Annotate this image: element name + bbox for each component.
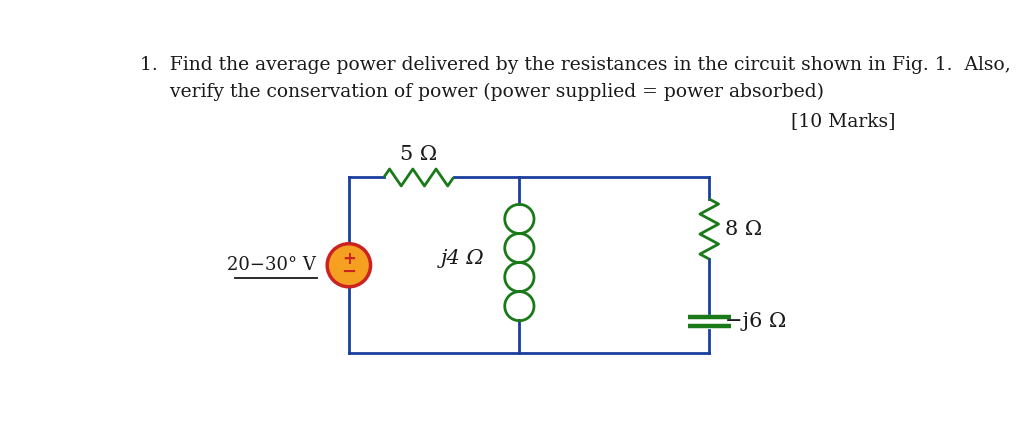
Text: 8 Ω: 8 Ω xyxy=(725,220,762,239)
Text: verify the conservation of power (power supplied = power absorbed): verify the conservation of power (power … xyxy=(139,83,823,101)
Text: −: − xyxy=(341,263,356,281)
Text: j4 Ω: j4 Ω xyxy=(441,249,484,268)
Text: −j6 Ω: −j6 Ω xyxy=(725,312,786,331)
Text: +: + xyxy=(342,250,355,268)
Text: 1.  Find the average power delivered by the resistances in the circuit shown in : 1. Find the average power delivered by t… xyxy=(139,56,1011,74)
Text: [10 Marks]: [10 Marks] xyxy=(791,112,895,130)
Text: 20−30° V: 20−30° V xyxy=(227,256,316,274)
Circle shape xyxy=(328,244,371,287)
Text: 5 Ω: 5 Ω xyxy=(400,145,437,165)
